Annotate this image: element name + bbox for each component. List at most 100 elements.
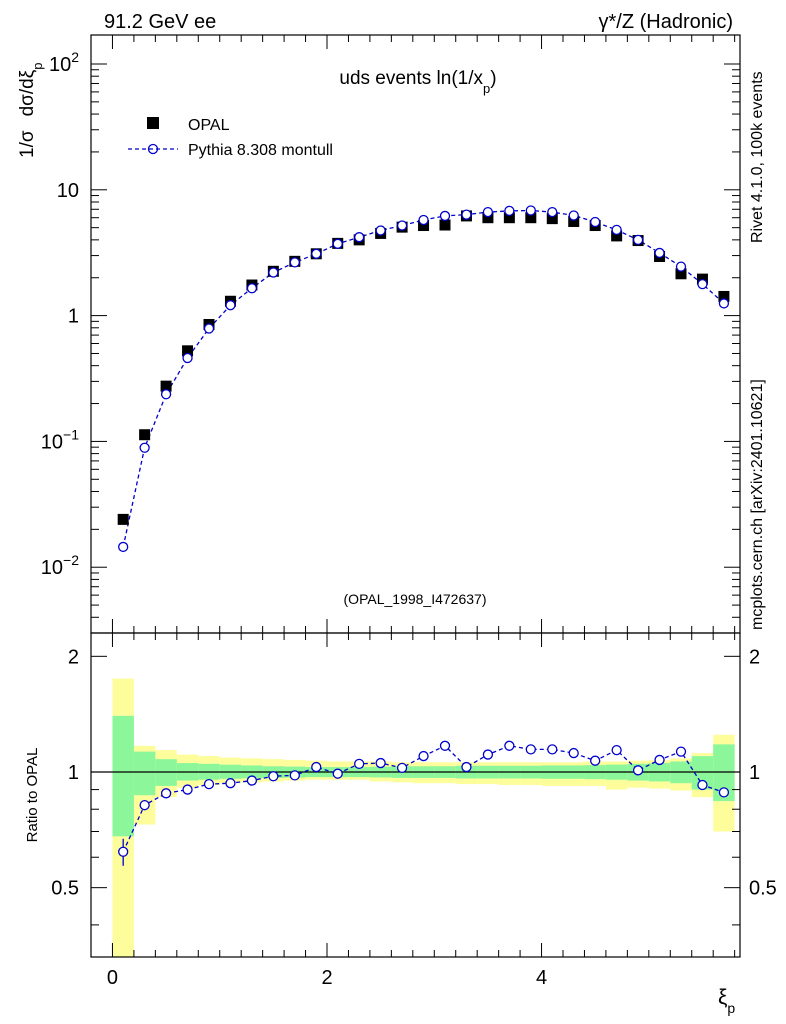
mc-data-point xyxy=(504,205,515,217)
opal-data-point xyxy=(675,268,687,280)
ratio-uncertainty-bands xyxy=(112,678,735,957)
ratio-mc-point xyxy=(718,787,730,798)
y-tick-label: 10−2 xyxy=(41,552,79,579)
ratio-mc-point xyxy=(289,770,300,781)
mc-data-point xyxy=(139,442,150,453)
ratio-mc-point xyxy=(504,740,515,751)
ratio-band-inner xyxy=(112,715,134,837)
ratio-mc-point xyxy=(547,744,558,755)
legend-marker-mc xyxy=(147,143,159,155)
ratio-mc-point xyxy=(482,749,494,760)
ratio-mc-point xyxy=(203,778,215,790)
ratio-band-inner xyxy=(133,751,156,796)
ratio-mc-point xyxy=(590,755,601,766)
legend-label-mc: Pythia 8.308 montull xyxy=(188,142,333,159)
mc-data-point xyxy=(246,283,258,294)
mc-data-point xyxy=(160,389,172,400)
main-series xyxy=(117,205,730,553)
ratio-tick-label-right: 2 xyxy=(749,646,760,668)
mc-data-point xyxy=(396,220,408,231)
ratio-mc-point xyxy=(632,765,644,776)
ratio-mc-point xyxy=(118,846,129,857)
x-tick-label: 2 xyxy=(321,967,332,989)
header-left: 91.2 GeV ee xyxy=(104,11,216,33)
mc-data-point xyxy=(182,352,193,364)
opal-data-point xyxy=(503,212,515,224)
ratio-ylabel: Ratio to OPAL xyxy=(24,748,41,843)
ratio-frame xyxy=(90,632,741,958)
xaxis-label: ξp xyxy=(718,986,735,1016)
mc-data-point xyxy=(375,225,386,236)
x-tick-label: 4 xyxy=(536,967,547,989)
mc-data-point xyxy=(439,210,451,222)
legend: OPAL Pythia 8.308 montull xyxy=(128,117,333,159)
opal-data-point xyxy=(418,220,430,232)
mc-data-point xyxy=(632,234,644,246)
x-tick-label: 0 xyxy=(107,967,118,989)
ratio-mc-point xyxy=(396,762,408,774)
mc-data-point xyxy=(311,248,322,259)
opal-data-point xyxy=(117,513,129,525)
opal-data-point xyxy=(182,345,194,357)
ratio-band-inner xyxy=(691,756,714,790)
opal-data-point xyxy=(482,212,494,224)
mc-data-point xyxy=(482,206,494,218)
mc-data-point xyxy=(418,214,429,226)
mc-data-point xyxy=(203,323,215,334)
mc-series-line xyxy=(122,209,725,548)
opal-data-point xyxy=(439,219,451,231)
mc-data-point xyxy=(118,541,129,553)
mc-data-point xyxy=(654,247,665,259)
svg-text:1/σdσ/dξp: 1/σdσ/dξp xyxy=(17,63,45,158)
ratio-mc-point xyxy=(611,744,622,756)
main-ylabel: 1/σdσ/dξp xyxy=(17,63,45,158)
mc-data-point xyxy=(697,278,708,290)
mc-data-point xyxy=(590,216,601,228)
ratio-mc-point xyxy=(182,784,193,795)
ratio-mc-point xyxy=(332,768,343,779)
ratio-tick-label-right: 1 xyxy=(749,762,760,784)
opal-data-point xyxy=(546,213,558,225)
y-tick-label: 10−1 xyxy=(41,426,79,453)
mc-data-point xyxy=(525,205,536,216)
ratio-tick-label-left: 2 xyxy=(68,646,79,668)
ratio-mc-point xyxy=(225,778,236,789)
ratio-mc-point xyxy=(697,779,708,791)
mc-data-point xyxy=(289,257,300,268)
mc-data-point xyxy=(225,300,236,311)
mc-data-point xyxy=(461,209,472,220)
ratio-band-inner xyxy=(713,744,735,802)
opal-data-point xyxy=(525,212,537,224)
opal-data-point xyxy=(718,290,730,302)
ratio-mc-point xyxy=(654,754,665,766)
ratio-mc-point xyxy=(525,744,536,755)
ratio-tick-label-left: 1 xyxy=(68,762,79,784)
axes: 0 2 4 10−2 10−1 1 10 102 0.5 0.5 1 1 2 2 xyxy=(41,34,777,989)
ratio-tick-label-right: 0.5 xyxy=(749,878,777,900)
ratio-mc-point xyxy=(375,757,386,769)
mc-data-point xyxy=(268,267,279,278)
ratio-mc-point xyxy=(268,771,279,782)
ratio-mc-point xyxy=(418,750,429,762)
y-tick-label: 102 xyxy=(49,49,79,76)
analysis-tag: (OPAL_1998_I472637) xyxy=(344,591,487,607)
ratio-tick-label-left: 0.5 xyxy=(51,878,79,900)
mc-data-point xyxy=(611,224,622,236)
opal-data-point xyxy=(568,215,580,227)
mc-data-point xyxy=(354,232,365,243)
ratio-series xyxy=(118,740,730,866)
mc-data-point xyxy=(675,261,687,272)
ratio-mc-point xyxy=(311,761,322,773)
ratio-mc-point xyxy=(246,775,258,786)
ratio-mc-point xyxy=(354,758,365,769)
mcplots-text: mcplots.cern.ch [arXiv:2401.10621] xyxy=(749,379,766,630)
y-tick-label: 1 xyxy=(68,306,79,328)
ratio-mc-point xyxy=(160,788,172,799)
opal-data-point xyxy=(160,380,172,392)
mc-data-point xyxy=(718,298,730,309)
opal-data-point xyxy=(139,429,151,441)
ratio-mc-point xyxy=(675,746,687,757)
mc-data-point xyxy=(547,206,558,218)
rivet-version-text: Rivet 4.1.0, 100k events xyxy=(749,71,766,243)
